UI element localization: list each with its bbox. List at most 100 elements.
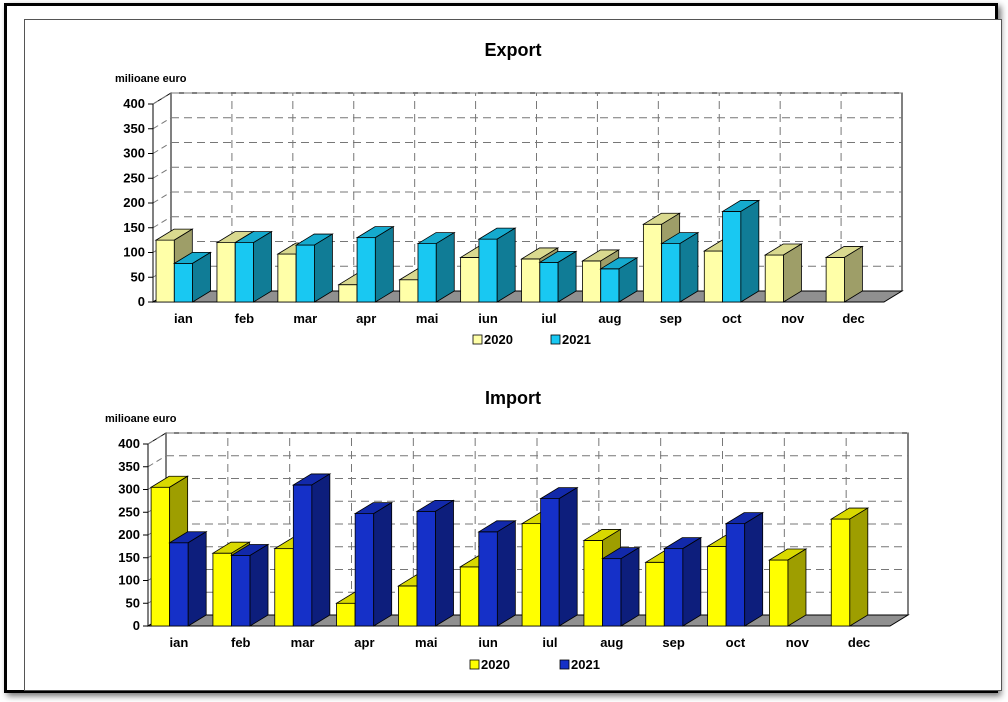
bar-side	[187, 531, 207, 627]
bar-2021-aug	[601, 546, 641, 627]
chart-title: Import	[485, 388, 541, 408]
gridline-depth	[147, 432, 167, 445]
bar-side	[192, 251, 211, 303]
bar-front	[234, 242, 254, 303]
bar-front	[722, 211, 742, 303]
bar-front	[764, 254, 784, 303]
bar-side	[844, 245, 863, 303]
bar-front	[540, 498, 560, 627]
y-tick-label: 100	[118, 573, 140, 588]
legend-swatch-2021	[559, 659, 570, 670]
bar-front	[338, 284, 358, 303]
y-tick-label: 50	[131, 269, 145, 284]
x-category-label: iun	[478, 635, 498, 650]
bar-2021-mai	[416, 231, 456, 303]
gridline-depth	[152, 117, 172, 130]
gridline-depth	[152, 191, 172, 204]
y-tick-label: 350	[118, 459, 140, 474]
x-category-label: iul	[542, 635, 557, 650]
y-tick-label: 150	[118, 550, 140, 565]
bar-2021-ian	[172, 251, 213, 303]
x-category-label: aug	[600, 635, 623, 650]
bar-2021-iun	[477, 520, 517, 627]
bar-side	[435, 231, 455, 303]
bar-2021-oct	[724, 511, 765, 627]
bar-side	[618, 257, 638, 303]
bar-front	[521, 258, 541, 303]
bar-front	[356, 237, 376, 303]
bar-front	[460, 257, 480, 303]
x-category-label: ian	[174, 311, 193, 326]
y-tick-label: 350	[123, 121, 145, 136]
bar-front	[725, 523, 746, 627]
legend-label-2020: 2020	[484, 332, 513, 347]
bar-side	[435, 499, 454, 627]
bar-side	[314, 233, 333, 303]
bar-2021-oct	[721, 199, 761, 303]
x-category-label: apr	[354, 635, 374, 650]
bar-side	[373, 501, 393, 627]
bar-front	[274, 548, 294, 627]
bar-front	[642, 223, 663, 303]
y-tick-label: 400	[123, 96, 145, 111]
bar-2021-apr	[353, 501, 394, 627]
bar-front	[703, 250, 723, 303]
x-category-label: iun	[478, 311, 498, 326]
bar-front	[583, 540, 603, 627]
bar-side	[783, 243, 802, 303]
bar-front	[336, 602, 356, 627]
y-tick-label: 0	[138, 294, 145, 309]
x-category-label: ian	[170, 635, 189, 650]
x-category-label: iul	[541, 311, 556, 326]
bar-front	[825, 257, 845, 303]
gridline-depth	[152, 166, 172, 179]
bar-front	[769, 559, 789, 627]
bar-side	[682, 536, 702, 627]
bar-front	[478, 238, 498, 303]
legend-swatch-2021	[550, 334, 561, 345]
x-category-label: feb	[235, 311, 255, 326]
bar-front	[292, 484, 313, 627]
bar-front	[216, 242, 236, 303]
bar-2021-ian	[168, 531, 208, 627]
bar-front	[277, 253, 297, 303]
bar-2020-dec	[829, 507, 870, 627]
y-tick-label: 150	[123, 220, 145, 235]
bar-front	[150, 486, 171, 627]
bar-side	[787, 548, 807, 627]
bar-front	[416, 510, 436, 627]
y-tick-label: 300	[118, 482, 140, 497]
bar-2021-iun	[477, 227, 517, 303]
bar-2021-sep	[662, 536, 703, 627]
gridline-depth	[147, 455, 167, 468]
y-tick-label: 300	[123, 146, 145, 161]
x-category-label: oct	[722, 311, 742, 326]
y-tick-label: 400	[118, 436, 140, 451]
x-category-label: mar	[291, 635, 315, 650]
legend: 2020 2021	[469, 657, 600, 672]
bar-2021-mar	[291, 473, 332, 627]
legend-swatch-2020	[469, 659, 480, 670]
bar-side	[311, 473, 331, 627]
bar-side	[620, 546, 640, 627]
bar-2021-feb	[230, 543, 270, 627]
bar-side	[558, 486, 578, 627]
bar-side	[374, 225, 394, 303]
bar-front	[231, 555, 251, 627]
x-category-label: mai	[415, 635, 437, 650]
x-category-label: mai	[416, 311, 438, 326]
bar-front	[354, 513, 375, 627]
bar-front	[661, 243, 681, 303]
x-category-label: aug	[598, 311, 621, 326]
bar-2021-feb	[233, 230, 273, 303]
chart-import: 0 50 100 150 200 250 300 350 400 Import milioane e…	[105, 388, 910, 672]
bar-side	[849, 507, 869, 627]
bar-front	[600, 268, 620, 303]
chart-title: Export	[484, 40, 541, 60]
bar-2021-apr	[355, 225, 395, 303]
bar-side	[496, 227, 516, 303]
bar-side	[253, 230, 272, 303]
bar-front	[478, 531, 498, 627]
bar-2021-iul	[538, 250, 578, 303]
bar-2020-nov	[763, 243, 803, 303]
